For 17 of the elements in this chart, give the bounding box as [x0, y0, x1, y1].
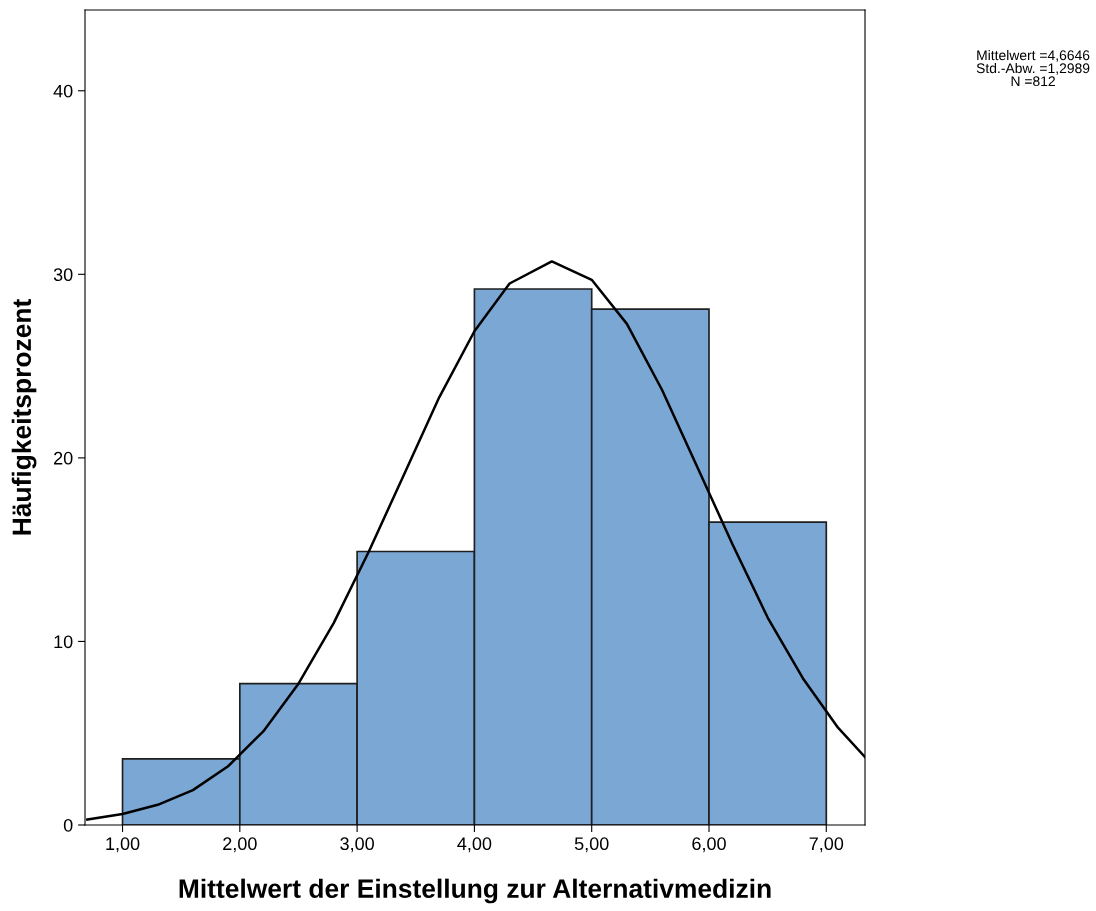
y-tick-label: 40: [53, 84, 73, 98]
y-tick-label: 10: [54, 635, 73, 649]
text: Std.-Abw. =1,2989: [976, 62, 1090, 75]
y-axis-title: Häufigkeitsprozent: [11, 299, 37, 535]
x-tick-label: 4,00: [457, 837, 492, 853]
text: N =812: [1011, 76, 1055, 87]
x-tick-label: 7,00: [809, 837, 844, 853]
x-tick-label: 6,00: [692, 837, 726, 853]
text: Mittelwert =4,6646: [977, 50, 1090, 62]
x-tick-label: 5,00: [574, 837, 609, 853]
y-tick-label: 30: [53, 268, 73, 282]
y-tick-label: 20: [54, 451, 73, 465]
y-tick-label: 0: [63, 818, 73, 832]
x-tick-label: 3,00: [340, 837, 374, 853]
x-tick-label: 1,00: [106, 837, 140, 853]
x-axis-title: Mittelwert der Einstellung zur Alternativmedizin: [179, 878, 771, 904]
x-tick-label: 2,00: [223, 837, 257, 853]
